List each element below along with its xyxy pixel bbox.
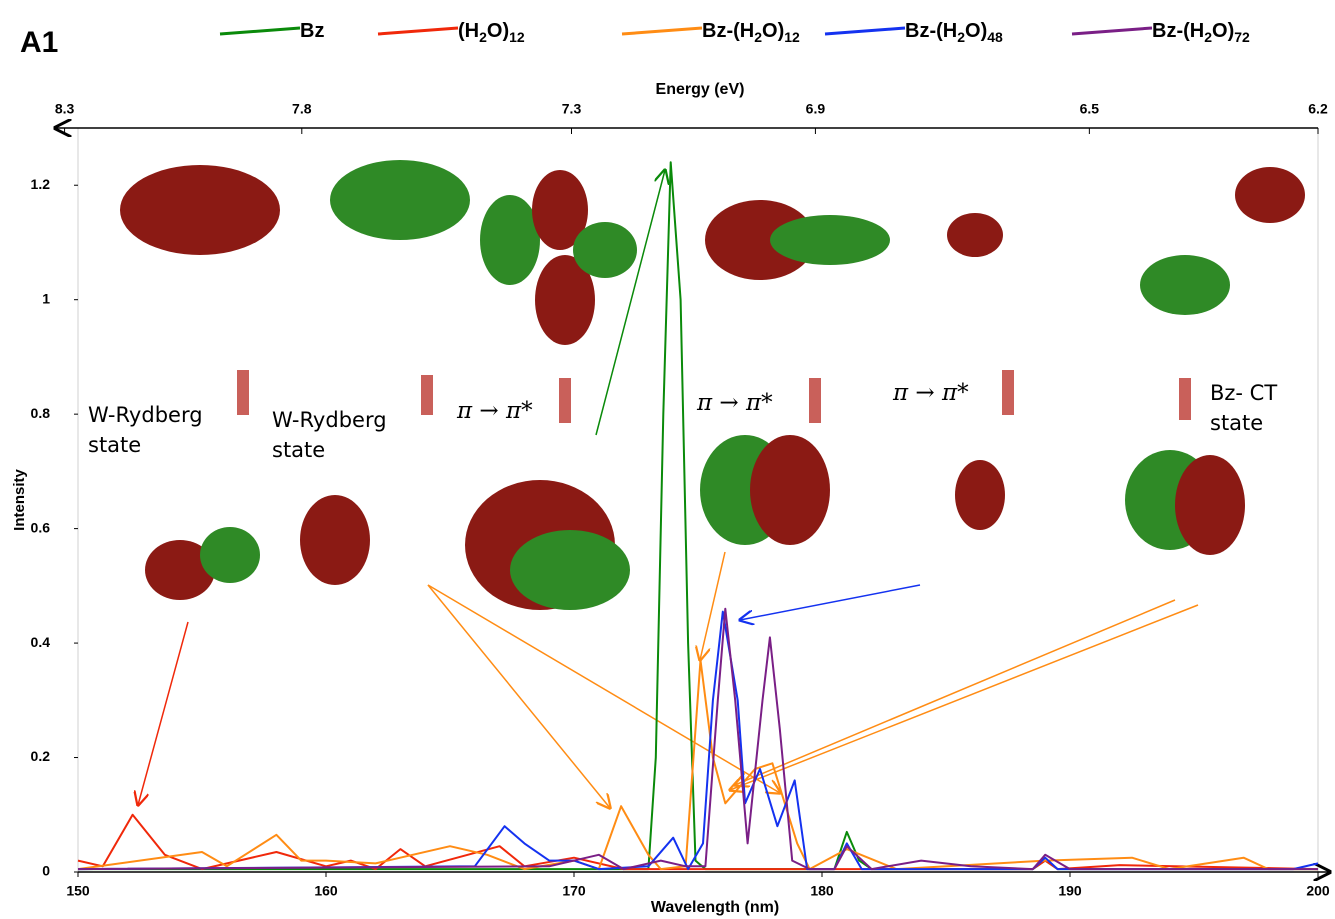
legend-label: Bz-(H2O)12: [702, 20, 800, 44]
legend-label: Bz: [300, 20, 324, 42]
legend-label: Bz-(H2O)48: [905, 20, 1003, 44]
annotation: Bz- CT state: [1210, 378, 1320, 438]
legend-swatch: [220, 28, 300, 34]
annotation: π → π*: [697, 388, 773, 418]
x2-axis-label: Energy (eV): [656, 81, 745, 98]
series-line: [78, 609, 1318, 869]
series-line: [78, 612, 1318, 870]
x-axis-label: Wavelength (nm): [651, 899, 779, 916]
x-tick-label: 150: [66, 883, 90, 899]
y-axis-label: Intensity: [11, 469, 28, 531]
legend-swatch: [1072, 28, 1152, 34]
x-tick-label: 160: [314, 883, 338, 899]
x2-tick-label: 7.8: [292, 101, 312, 117]
x2-tick-label: 6.2: [1308, 101, 1328, 117]
y-tick-label: 0.2: [31, 748, 51, 764]
legend-label: (H2O)12: [458, 20, 525, 44]
legend-swatch: [378, 28, 458, 34]
y-tick-label: 1.2: [31, 176, 51, 192]
annotation: W-Rydberg state: [88, 400, 238, 460]
x-tick-label: 200: [1306, 883, 1330, 899]
y-tick-label: 0.6: [31, 519, 51, 535]
x2-tick-label: 8.3: [55, 101, 75, 117]
panel-label: A1: [20, 26, 58, 59]
x-tick-label: 170: [562, 883, 586, 899]
y-tick-label: 0.4: [31, 634, 51, 650]
legend-label: Bz-(H2O)72: [1152, 20, 1250, 44]
legend-swatch: [825, 28, 905, 34]
x-tick-label: 180: [810, 883, 834, 899]
annotation: W-Rydberg state: [272, 405, 422, 465]
y-tick-label: 1: [42, 290, 50, 306]
y-tick-label: 0: [42, 863, 50, 879]
series-line: [78, 660, 1318, 869]
page: {"chart_data": { "type": "line", "panel_…: [0, 0, 1335, 919]
x2-tick-label: 6.9: [806, 101, 826, 117]
x-tick-label: 190: [1058, 883, 1082, 899]
annotation: π → π*: [893, 378, 969, 408]
y-tick-label: 0.8: [31, 405, 51, 421]
x2-tick-label: 7.3: [562, 101, 582, 117]
legend-swatch: [622, 28, 702, 34]
annotation: π → π*: [457, 396, 533, 426]
x2-tick-label: 6.5: [1080, 101, 1100, 117]
